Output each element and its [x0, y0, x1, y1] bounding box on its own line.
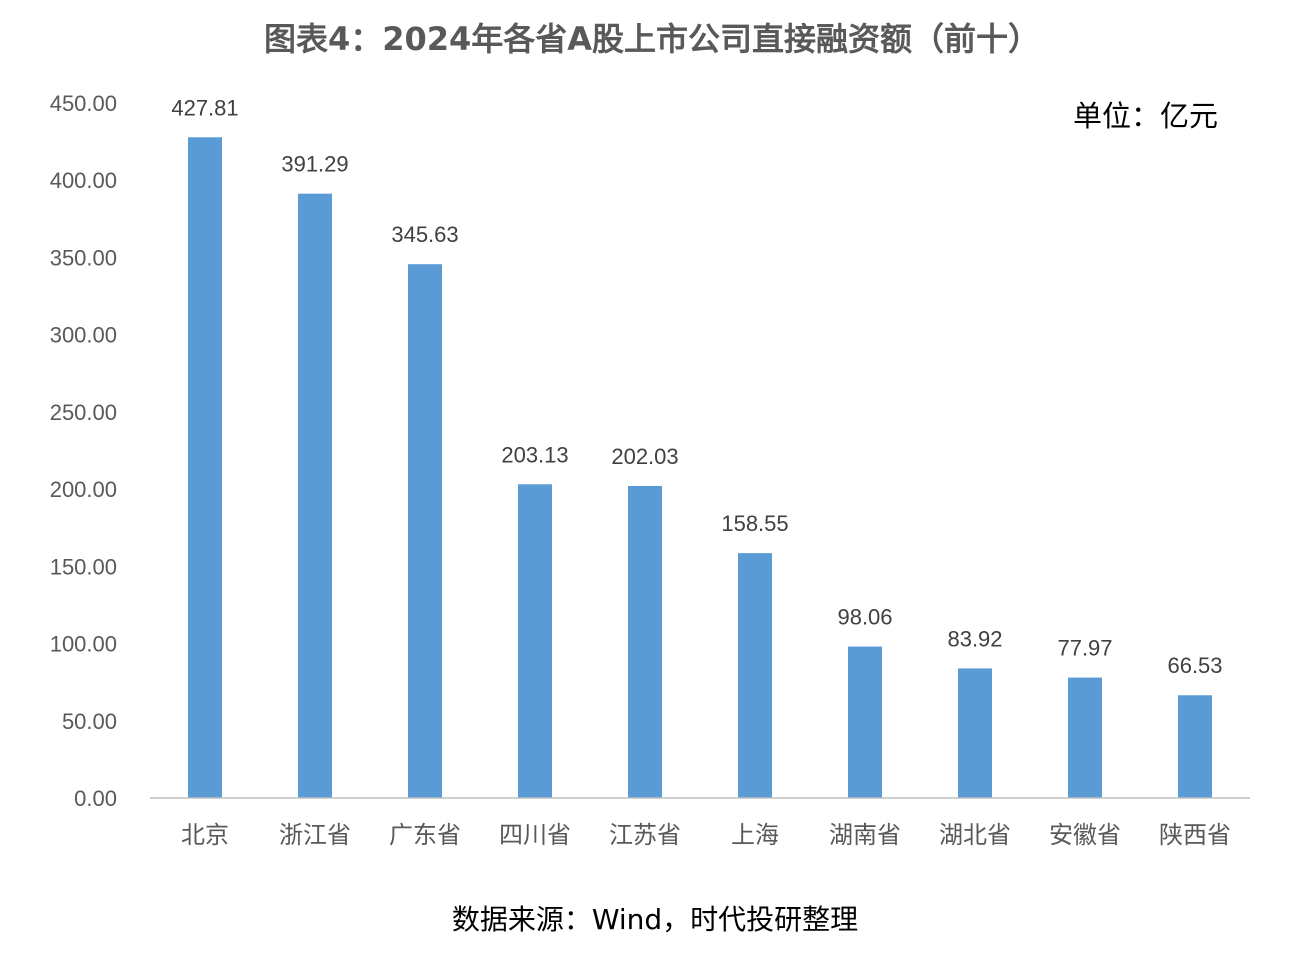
bar [408, 264, 442, 798]
bar-value-label: 202.03 [611, 444, 678, 469]
y-tick-label: 400.00 [50, 168, 117, 193]
y-tick-label: 350.00 [50, 245, 117, 270]
y-tick-label: 50.00 [62, 709, 117, 734]
unit-label: 单位：亿元 [1073, 99, 1218, 133]
bar-value-label: 158.55 [721, 511, 788, 536]
bar [738, 553, 772, 798]
bar [518, 484, 552, 798]
bar [298, 193, 332, 799]
bars [188, 137, 1212, 799]
y-tick-label: 200.00 [50, 477, 117, 502]
y-tick-label: 0.00 [74, 786, 117, 811]
x-category-label: 广东省 [389, 821, 461, 849]
x-category-label: 安徽省 [1049, 821, 1121, 849]
bar-value-label: 98.06 [837, 605, 892, 630]
data-labels: 427.81 391.29 345.63 203.13 202.03 158.55 98.0… [171, 95, 1222, 678]
bar [628, 485, 662, 798]
bar [958, 668, 992, 798]
y-tick-label: 100.00 [50, 632, 117, 657]
bar-value-label: 427.81 [171, 95, 238, 120]
bar-value-label: 83.92 [947, 626, 1002, 651]
bar [188, 137, 222, 798]
bar-value-label: 66.53 [1167, 653, 1222, 678]
y-tick-label: 300.00 [50, 323, 117, 348]
x-category-label: 湖南省 [829, 821, 901, 849]
y-axis: 0.00 50.00 100.00 150.00 200.00 250.00 300.00 3… [50, 91, 117, 811]
x-category-label: 江苏省 [609, 821, 681, 849]
bar [848, 646, 882, 798]
x-axis: 北京 浙江省 广东省 四川省 江苏省 上海 湖南省 湖北省 安徽省 陕西省 [181, 821, 1231, 849]
y-tick-label: 150.00 [50, 554, 117, 579]
chart-title: 图表4：2024年各省A股上市公司直接融资额（前十） [264, 20, 1040, 58]
bar-value-label: 391.29 [281, 152, 348, 177]
bar [1068, 677, 1102, 798]
x-category-label: 四川省 [499, 821, 571, 849]
bar-value-label: 345.63 [391, 222, 458, 247]
y-tick-label: 450.00 [50, 91, 117, 116]
x-category-label: 浙江省 [279, 821, 351, 849]
bar-value-label: 77.97 [1057, 636, 1112, 661]
x-category-label: 北京 [181, 821, 229, 849]
x-category-label: 上海 [731, 821, 779, 849]
y-tick-label: 250.00 [50, 400, 117, 425]
source-note: 数据来源：Wind，时代投研整理 [452, 903, 858, 936]
bar [1178, 695, 1212, 798]
x-category-label: 陕西省 [1159, 821, 1231, 849]
x-category-label: 湖北省 [939, 821, 1011, 849]
bar-value-label: 203.13 [501, 442, 568, 467]
